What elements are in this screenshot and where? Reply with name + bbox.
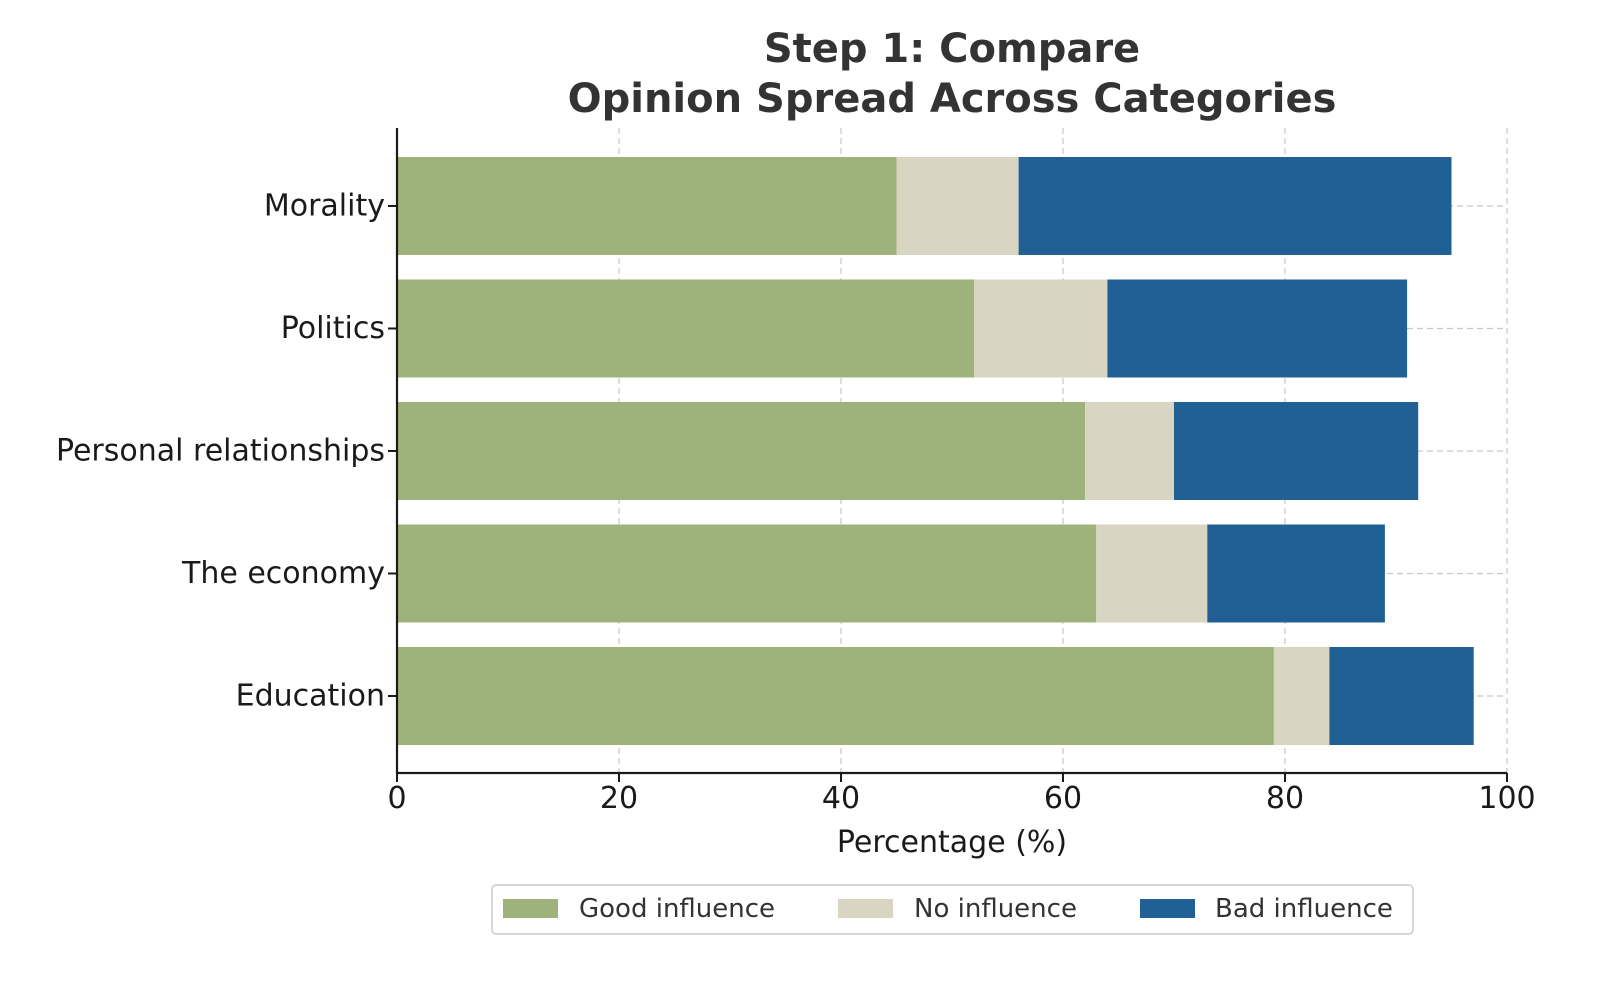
x-axis-label: Percentage (%) (837, 825, 1067, 860)
x-tick-label: 0 (387, 781, 406, 816)
y-tick-label: Morality (264, 189, 385, 224)
x-tick-label: 20 (600, 781, 638, 816)
x-tick-label: 60 (1044, 781, 1082, 816)
chart-title-line-1: Step 1: Compare (764, 26, 1140, 72)
x-tick-label: 40 (822, 781, 860, 816)
bar-segment (397, 157, 897, 255)
bar-segment (1107, 279, 1408, 378)
bar-segment (397, 647, 1274, 745)
bar-segment (1329, 647, 1474, 745)
legend-frame (491, 884, 1414, 935)
legend-swatch (503, 899, 558, 918)
bars-layer (397, 157, 1474, 745)
x-tick-label: 80 (1266, 781, 1304, 816)
bar-segment (974, 279, 1108, 378)
bar-segment (1273, 647, 1330, 745)
y-tick-label: Personal relationships (56, 434, 385, 469)
legend-label: No influence (914, 894, 1077, 924)
legend-swatch (1140, 899, 1195, 918)
legend: Good influence No influence Bad influence (491, 884, 1414, 935)
chart-title-line-2: Opinion Spread Across Categories (568, 76, 1337, 122)
bar-segment (1174, 402, 1419, 500)
bar-segment (1207, 524, 1385, 623)
legend-label: Bad influence (1215, 894, 1393, 924)
bar-segment (397, 402, 1086, 500)
x-tick-label: 100 (1478, 781, 1535, 816)
bar-segment (1018, 157, 1452, 255)
axes-layer: Morality Politics Personal relationships Th… (56, 128, 1536, 816)
bar-segment (896, 157, 1019, 255)
bar-segment (397, 524, 1097, 623)
y-tick-label: Politics (281, 311, 385, 346)
bar-segment (397, 279, 975, 378)
bar-segment (1085, 402, 1174, 500)
legend-swatch (838, 899, 893, 918)
bar-segment (1096, 524, 1208, 623)
y-tick-label: The economy (181, 556, 385, 591)
y-tick-label: Education (236, 679, 385, 714)
legend-label: Good influence (579, 894, 775, 924)
